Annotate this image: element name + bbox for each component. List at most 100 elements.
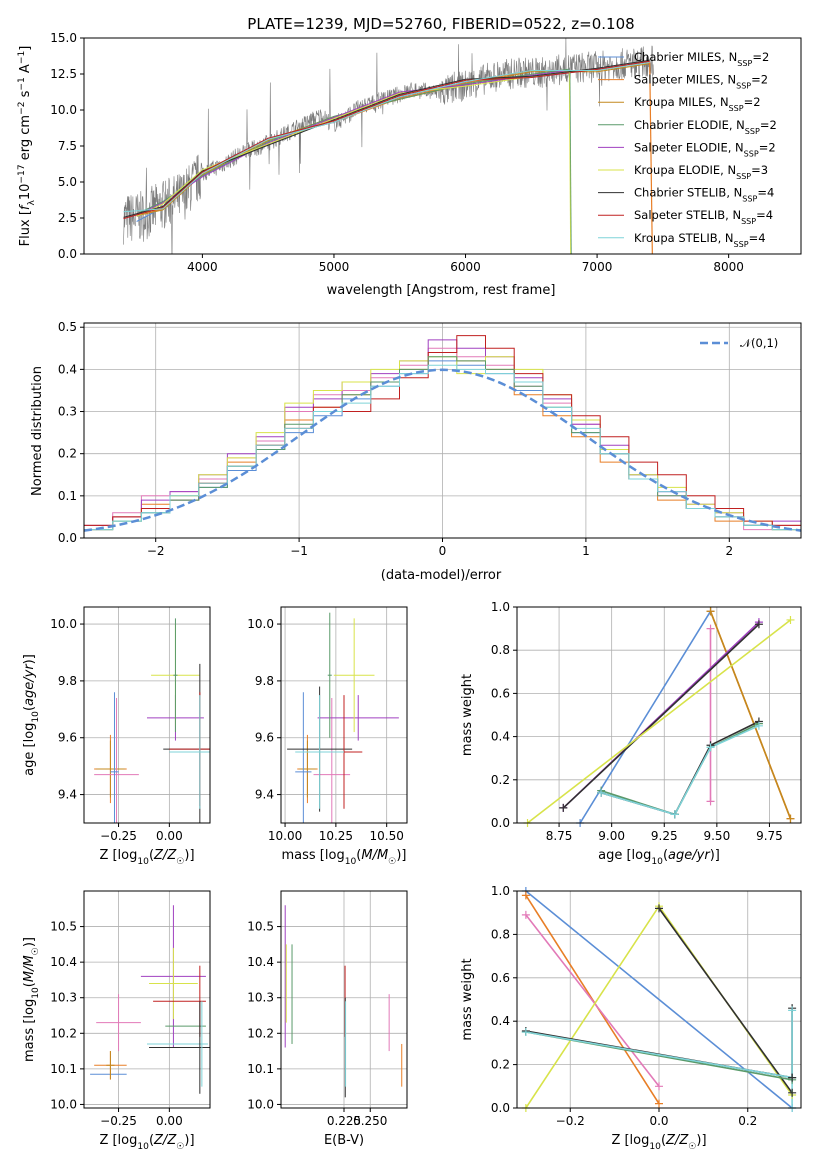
y-tick-label: 0.4	[58, 362, 77, 376]
y-tick-label: 10.3	[50, 991, 77, 1005]
y-tick-label: 10.1	[247, 1062, 274, 1076]
y-tick-label: 10.0	[247, 1097, 274, 1111]
x-tick-label: 1	[582, 544, 590, 558]
y-tick-label: 10.5	[247, 920, 274, 934]
y-tick-label: 0.2	[491, 773, 510, 787]
weight-line	[525, 914, 660, 1087]
model-spectrum-line	[123, 60, 650, 220]
weight-point-marker	[521, 891, 530, 900]
y-tick-label: 12.5	[50, 67, 77, 81]
x-tick-label: 7000	[582, 260, 613, 274]
weight-point-marker	[706, 607, 715, 616]
y-tick-label: 0.1	[58, 489, 77, 503]
residual-plot-area	[84, 335, 801, 532]
model-spectrum-line	[136, 68, 570, 215]
y-tick-label: 9.4	[255, 788, 274, 802]
y-tick-label: 0.5	[58, 320, 77, 334]
y-tick-label: 10.3	[247, 991, 274, 1005]
legend-label: Salpeter ELODIE, NSSP=2	[634, 140, 776, 158]
legend-label: Salpeter MILES, NSSP=2	[634, 73, 768, 91]
weight-line	[600, 725, 760, 816]
y-tick-label: 10.2	[247, 1026, 274, 1040]
model-spectrum-line	[136, 69, 570, 216]
panel-6-frame	[280, 890, 408, 1109]
model-spectrum-line	[136, 62, 650, 215]
y-tick-label: 0.0	[491, 1101, 510, 1115]
x-tick-label: 0	[439, 544, 447, 558]
legend-label: Salpeter STELIB, NSSP=4	[634, 208, 773, 226]
y-tick-label: 0.8	[491, 643, 510, 657]
weight-line	[562, 623, 760, 809]
weight-line	[658, 907, 793, 1094]
y-tick-label: 0.6	[491, 686, 510, 700]
legend-label: Chabrier STELIB, NSSP=4	[634, 186, 774, 204]
weight-point-marker	[788, 1006, 797, 1015]
legend-label: Chabrier MILES, NSSP=2	[634, 50, 769, 68]
x-tick-label: 6000	[450, 260, 481, 274]
weight-point-marker	[597, 788, 606, 797]
x-tick-label: −1	[290, 544, 308, 558]
weight-point-marker	[786, 615, 795, 624]
y-tick-label: 7.5	[58, 139, 77, 153]
y-tick-label: 5.0	[58, 175, 77, 189]
model-edge-drop	[569, 72, 572, 254]
y-tick-label: 0.3	[58, 405, 77, 419]
weight-line	[579, 610, 712, 823]
residual-histogram-step	[84, 364, 801, 531]
residuals-gridlines	[84, 323, 801, 539]
x-tick-label: 0.0	[649, 1114, 668, 1128]
errorbar-plot-area	[90, 905, 210, 1094]
x-tick-label: 0.2	[738, 1114, 757, 1128]
x-tick-label: 0.00	[156, 829, 183, 843]
y-tick-label: 9.4	[58, 788, 77, 802]
x-tick-label: 10.50	[369, 829, 403, 843]
panel-5-frame	[83, 890, 211, 1109]
x-axis-label: Z [log10(Z/Z☉)]	[611, 1133, 706, 1152]
y-tick-label: 9.6	[255, 731, 274, 745]
y-tick-label: 10.0	[50, 1097, 77, 1111]
weight-point-marker	[670, 810, 679, 819]
weight-point-marker	[706, 743, 715, 752]
y-tick-label: 2.5	[58, 211, 77, 225]
x-axis-label: mass [log10(M/M☉)]	[282, 848, 407, 867]
x-axis-label: (data-model)/error	[381, 568, 502, 583]
y-tick-label: 10.4	[50, 955, 77, 969]
weight-point-marker	[655, 904, 663, 913]
panel-4-gridlines	[517, 606, 801, 824]
panel-3-frame	[280, 606, 408, 824]
model-edge-drop	[568, 72, 572, 254]
weight-point-marker	[786, 814, 795, 823]
x-tick-label: −0.25	[100, 829, 137, 843]
x-tick-label: 0.225	[327, 1114, 361, 1128]
y-tick-label: 1.0	[491, 884, 510, 898]
y-tick-label: 10.2	[50, 1026, 77, 1040]
weight-point-marker	[788, 1088, 797, 1097]
chart-title: PLATE=1239, MJD=52760, FIBERID=0522, z=0…	[247, 15, 634, 33]
panel-2-frame	[83, 606, 211, 824]
weight-point-marker	[655, 1099, 663, 1108]
model-spectrum-line	[123, 62, 650, 213]
x-axis-label: age [log10(age/yr)]	[598, 848, 720, 867]
y-tick-label: 10.0	[50, 617, 77, 631]
panel-7-gridlines	[517, 890, 801, 1109]
y-tick-label: 0.2	[58, 447, 77, 461]
legend-label: 𝒩(0,1)	[740, 336, 778, 350]
weight-line	[527, 619, 791, 823]
y-tick-label: 0.6	[491, 971, 510, 985]
y-axis-label: Flux [fλ10−17 erg cm−2 s−1 A−1]	[17, 46, 37, 247]
legend-label: Chabrier ELODIE, NSSP=2	[634, 118, 777, 136]
model-spectrum-line	[136, 70, 570, 217]
x-tick-label: −0.25	[100, 1114, 137, 1128]
y-tick-label: 1.0	[491, 600, 510, 614]
panel-7-frame	[516, 890, 802, 1109]
y-axis-label: mass weight	[460, 674, 475, 756]
y-tick-label: 0.2	[491, 1058, 510, 1072]
panel-4-frame	[516, 606, 802, 824]
x-tick-label: 9.00	[598, 829, 625, 843]
x-tick-label: 4000	[187, 260, 218, 274]
y-tick-label: 10.1	[50, 1062, 77, 1076]
y-tick-label: 10.0	[247, 617, 274, 631]
gaussian-reference-line	[84, 368, 801, 532]
y-tick-label: 9.8	[58, 674, 77, 688]
